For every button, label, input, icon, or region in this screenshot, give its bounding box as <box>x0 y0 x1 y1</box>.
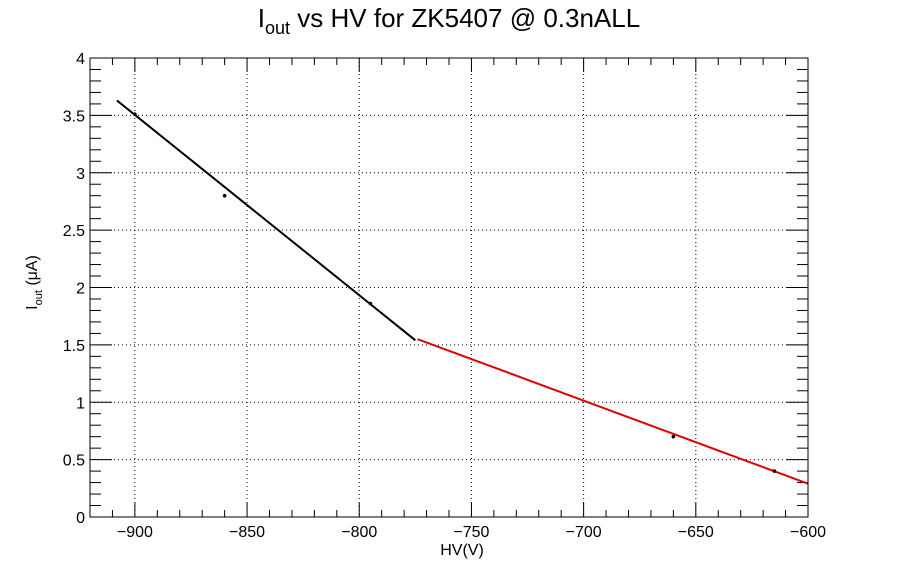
data-point <box>133 112 137 117</box>
data-points <box>133 112 777 473</box>
y-tick-label: 2 <box>76 281 85 298</box>
y-axis-label: Iout (μA) <box>24 255 45 310</box>
y-tick-label: 4 <box>76 51 85 68</box>
fit-line <box>417 338 809 485</box>
x-tick-label: −750 <box>453 524 489 541</box>
y-tick-label: 0.5 <box>63 453 85 470</box>
tick-labels: −900 −850 −800 −750 −700 −650 −600 0 0.5 1 1.5 2 2.5… <box>63 51 826 541</box>
fit-lines <box>116 99 809 485</box>
x-axis-label: HV(V) <box>440 542 484 559</box>
data-point <box>671 434 676 439</box>
data-point <box>772 469 777 473</box>
y-tick-label: 2.5 <box>63 223 85 240</box>
plot-frame <box>89 57 809 518</box>
grid <box>90 58 808 517</box>
x-tick-label: −650 <box>678 524 714 541</box>
axis-ticks <box>89 57 809 518</box>
y-tick-label: 1.5 <box>63 338 85 355</box>
data-point <box>368 301 373 306</box>
chart-title: Iout vs HV for ZK5407 @ 0.3nALL <box>258 3 640 38</box>
y-tick-label: 3.5 <box>63 108 85 125</box>
x-tick-label: −600 <box>790 524 826 541</box>
x-tick-label: −850 <box>229 524 265 541</box>
data-point <box>222 193 227 198</box>
x-tick-label: −700 <box>566 524 602 541</box>
y-tick-label: 1 <box>76 395 85 412</box>
y-tick-label: 3 <box>76 166 85 183</box>
y-tick-label: 0 <box>76 510 85 527</box>
fit-line <box>116 99 416 342</box>
x-tick-label: −800 <box>341 524 377 541</box>
x-tick-label: −900 <box>117 524 153 541</box>
